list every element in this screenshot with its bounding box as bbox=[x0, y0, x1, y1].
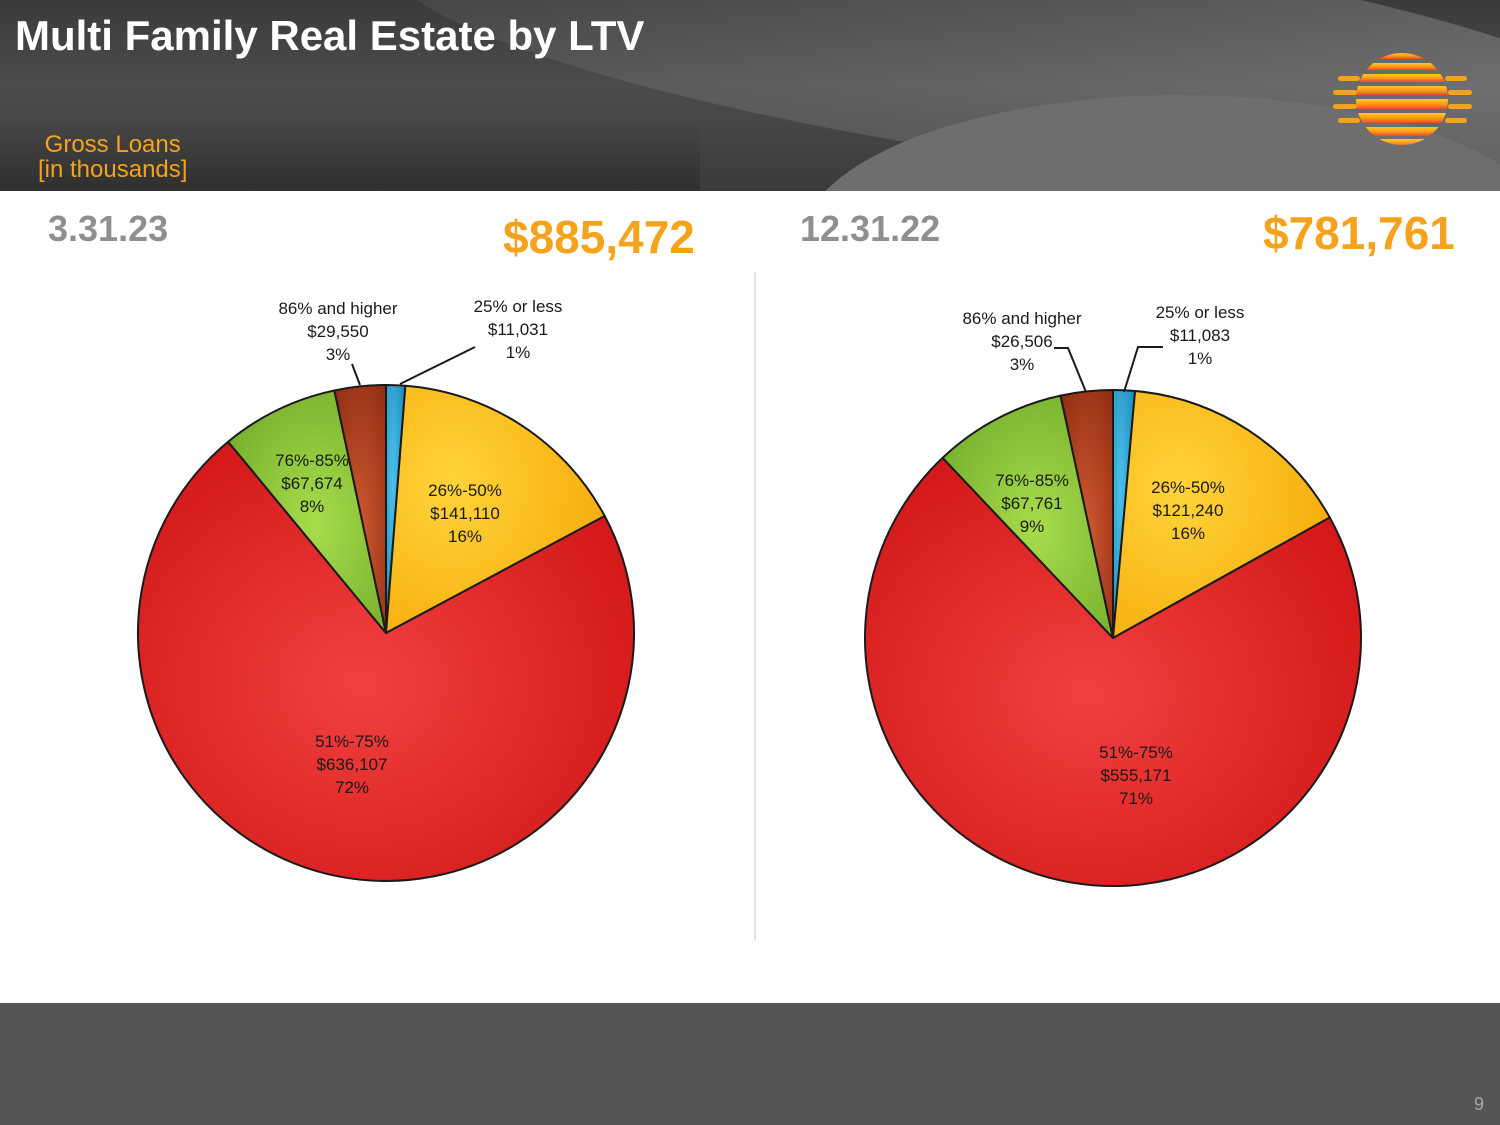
data-label-line: 3% bbox=[326, 345, 351, 364]
data-label-line: $26,506 bbox=[991, 332, 1052, 351]
leader-line bbox=[351, 363, 361, 386]
data-label-line: 25% or less bbox=[474, 297, 563, 316]
page-title: Multi Family Real Estate by LTV bbox=[15, 12, 645, 59]
data-label-line: $29,550 bbox=[307, 322, 368, 341]
data-label-line: 26%-50% bbox=[1151, 478, 1225, 497]
chart-date-right: 12.31.22 bbox=[800, 208, 941, 249]
pie-slice-76-85 bbox=[941, 394, 1114, 639]
leader-line bbox=[399, 346, 476, 385]
chart-total-left: $885,472 bbox=[503, 211, 695, 263]
page-number: 9 bbox=[1473, 1094, 1484, 1114]
banner-shade bbox=[0, 120, 700, 191]
data-label-line: $67,761 bbox=[1001, 494, 1062, 513]
data-label-line: 3% bbox=[1010, 355, 1035, 374]
data-label-line: 51%-75% bbox=[315, 732, 389, 751]
data-label-86-and-higher: 86% and higher $26,506 3% bbox=[962, 309, 1081, 374]
data-label-line: $555,171 bbox=[1101, 766, 1172, 785]
leader-line bbox=[1123, 346, 1163, 393]
chart-total-right: $781,761 bbox=[1263, 207, 1455, 259]
data-label-line: 8% bbox=[300, 497, 325, 516]
sun-logo-icon bbox=[1333, 53, 1472, 145]
data-label-51-75: 51%-75% $636,107 72% bbox=[315, 732, 389, 797]
data-label-line: $141,110 bbox=[430, 504, 500, 523]
divider bbox=[754, 272, 756, 940]
data-label-26-50: 26%-50% $121,240 16% bbox=[1151, 478, 1225, 543]
data-label-line: $121,240 bbox=[1153, 501, 1224, 520]
pie-slice-51-75 bbox=[864, 456, 1362, 887]
data-label-76-85: 76%-85% $67,674 8% bbox=[275, 451, 349, 516]
data-label-line: $11,083 bbox=[1170, 326, 1230, 345]
data-label-line: 72% bbox=[335, 778, 369, 797]
pie-charts: 25% or less $11,031 1% 26%-50% $141,110 16% 51… bbox=[137, 297, 1362, 887]
data-label-line: $11,031 bbox=[488, 320, 548, 339]
pie-slice-51-75 bbox=[137, 440, 635, 882]
data-label-line: 16% bbox=[448, 527, 482, 546]
data-label-line: $636,107 bbox=[317, 755, 388, 774]
data-label-line: 86% and higher bbox=[278, 299, 397, 318]
data-label-line: 86% and higher bbox=[962, 309, 1081, 328]
data-label-line: 1% bbox=[1188, 349, 1213, 368]
data-label-86-and-higher: 86% and higher $29,550 3% bbox=[278, 299, 397, 364]
data-label-line: 16% bbox=[1171, 524, 1205, 543]
pie-slice-86-and-higher bbox=[333, 384, 387, 634]
data-label-76-85: 76%-85% $67,761 9% bbox=[995, 471, 1069, 536]
footer-bar: 9 bbox=[0, 1003, 1500, 1125]
data-label-line: 9% bbox=[1020, 517, 1045, 536]
leader-line bbox=[1054, 347, 1087, 393]
data-label-line: 76%-85% bbox=[995, 471, 1069, 490]
pie-slice-26-50 bbox=[1112, 389, 1331, 639]
pie-slice-26-50 bbox=[385, 384, 606, 634]
data-label-line: 1% bbox=[506, 343, 531, 362]
data-label-25-or-less: 25% or less $11,083 1% bbox=[1156, 303, 1245, 368]
header-banner: Multi Family Real Estate by LTV Gross Lo… bbox=[0, 0, 1500, 191]
data-label-line: 71% bbox=[1119, 789, 1153, 808]
data-label-25-or-less: 25% or less $11,031 1% bbox=[474, 297, 563, 362]
chart-date-left: 3.31.23 bbox=[48, 208, 169, 249]
data-label-51-75: 51%-75% $555,171 71% bbox=[1099, 743, 1173, 808]
data-label-line: 51%-75% bbox=[1099, 743, 1173, 762]
data-label-line: 26%-50% bbox=[428, 481, 502, 500]
data-label-line: 25% or less bbox=[1156, 303, 1245, 322]
data-label-26-50: 26%-50% $141,110 16% bbox=[428, 481, 502, 546]
subtitle-line: Gross Loans bbox=[44, 131, 181, 158]
data-label-line: $67,674 bbox=[281, 474, 342, 493]
subtitle-line: [in thousands] bbox=[38, 156, 188, 183]
data-label-line: 76%-85% bbox=[275, 451, 349, 470]
subtitle: Gross Loans [in thousands] bbox=[38, 132, 187, 182]
